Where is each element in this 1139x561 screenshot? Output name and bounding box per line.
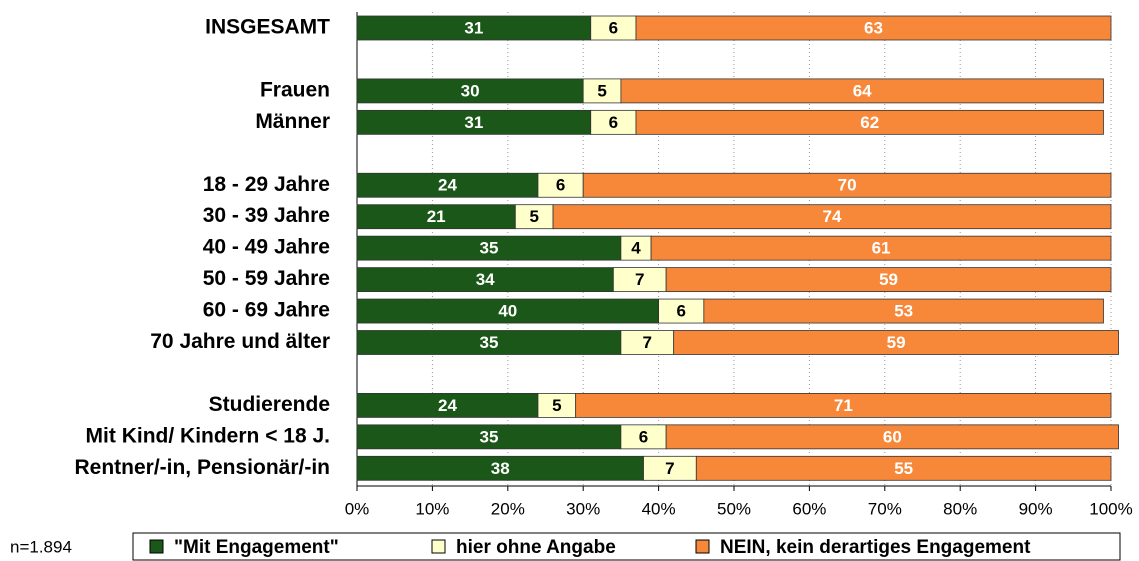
value-label: 6	[556, 176, 565, 195]
category-label: Rentner/-in, Pensionär/-in	[74, 456, 330, 479]
value-label: 61	[872, 239, 891, 258]
bar-segment	[356, 172, 539, 198]
bar-segment	[673, 330, 1119, 355]
bar-segment	[635, 109, 1104, 135]
value-label: 7	[665, 459, 674, 478]
bar-segment	[356, 424, 622, 450]
category-label: INSGESAMT	[205, 16, 330, 39]
bar-segment	[665, 424, 1119, 450]
value-label: 4	[631, 239, 641, 258]
legend-swatch	[695, 539, 710, 554]
bar-segment	[620, 424, 667, 450]
value-label: 35	[479, 427, 498, 446]
legend-swatch	[431, 539, 446, 554]
value-label: 59	[887, 333, 906, 352]
x-tick-label: 20%	[491, 499, 525, 518]
value-label: 55	[894, 459, 913, 478]
x-tick-label: 30%	[566, 499, 600, 518]
value-label: 64	[853, 81, 872, 100]
bar-segment	[658, 298, 705, 324]
value-label: 24	[438, 396, 457, 415]
bar-segment	[650, 235, 1112, 261]
bar-segment	[665, 267, 1112, 293]
value-label: 71	[834, 396, 853, 415]
value-label: 7	[635, 270, 644, 289]
sample-size-note: n=1.894	[10, 537, 72, 556]
bar-segment	[356, 267, 614, 293]
value-label: 6	[676, 302, 685, 321]
value-label: 31	[464, 113, 483, 132]
x-tick-label: 70%	[868, 499, 902, 518]
category-label: Studierende	[209, 393, 330, 416]
category-label: Frauen	[260, 78, 330, 101]
value-label: 40	[498, 302, 517, 321]
category-label: 18 - 29 Jahre	[203, 173, 330, 196]
legend-box	[132, 532, 1121, 561]
category-label: 70 Jahre und älter	[150, 330, 330, 353]
x-tick-label: 60%	[792, 499, 826, 518]
value-label: 60	[883, 427, 902, 446]
value-label: 59	[879, 270, 898, 289]
bar-segment	[356, 330, 622, 355]
category-label: 30 - 39 Jahre	[203, 204, 330, 227]
bar-segment	[356, 204, 516, 230]
x-tick-label: 100%	[1089, 499, 1132, 518]
value-label: 31	[464, 18, 483, 37]
legend-swatch	[149, 539, 164, 554]
bar-segment	[582, 172, 1112, 198]
value-label: 7	[643, 333, 652, 352]
category-label: 50 - 59 Jahre	[203, 267, 330, 290]
value-label: 5	[597, 81, 606, 100]
value-label: 35	[479, 239, 498, 258]
value-label: 62	[860, 113, 879, 132]
value-label: 30	[461, 81, 480, 100]
x-tick-label: 10%	[415, 499, 449, 518]
value-label: 5	[552, 396, 561, 415]
bar-segment	[582, 78, 622, 104]
bar-segment	[575, 392, 1112, 418]
value-label: 74	[823, 207, 842, 226]
x-tick-label: 90%	[1019, 499, 1053, 518]
value-label: 34	[476, 270, 495, 289]
bar-segment	[356, 455, 644, 481]
category-label: 60 - 69 Jahre	[203, 299, 330, 322]
bar-segment	[695, 455, 1112, 481]
category-label: Mit Kind/ Kindern < 18 J.	[86, 424, 330, 447]
bar-segment	[356, 15, 592, 41]
category-label: 40 - 49 Jahre	[203, 236, 330, 259]
bar-segment	[552, 204, 1112, 230]
bar-segment	[620, 78, 1104, 104]
value-label: 70	[838, 176, 857, 195]
value-label: 6	[639, 427, 648, 446]
bar-segment	[514, 204, 554, 230]
bar-segment	[356, 78, 584, 104]
value-label: 38	[491, 459, 510, 478]
value-label: 24	[438, 176, 457, 195]
value-label: 6	[609, 113, 618, 132]
legend-label: hier ohne Angabe	[456, 537, 616, 558]
legend-label: "Mit Engagement"	[174, 537, 339, 558]
bar-segment	[635, 15, 1112, 41]
bar-segment	[703, 298, 1104, 324]
legend-label: NEIN, kein derartiges Engagement	[720, 537, 1031, 558]
value-label: 21	[427, 207, 446, 226]
value-label: 6	[609, 18, 618, 37]
bar-segment	[620, 235, 652, 261]
category-label: Männer	[255, 110, 330, 133]
value-label: 53	[894, 302, 913, 321]
value-label: 63	[864, 18, 883, 37]
bar-segment	[356, 235, 622, 261]
value-label: 35	[479, 333, 498, 352]
x-tick-label: 80%	[943, 499, 977, 518]
bar-segment	[590, 15, 637, 41]
x-tick-label: 50%	[717, 499, 751, 518]
value-label: 5	[529, 207, 538, 226]
x-tick-label: 0%	[345, 499, 370, 518]
x-tick-label: 40%	[642, 499, 676, 518]
bar-segment	[590, 109, 637, 135]
